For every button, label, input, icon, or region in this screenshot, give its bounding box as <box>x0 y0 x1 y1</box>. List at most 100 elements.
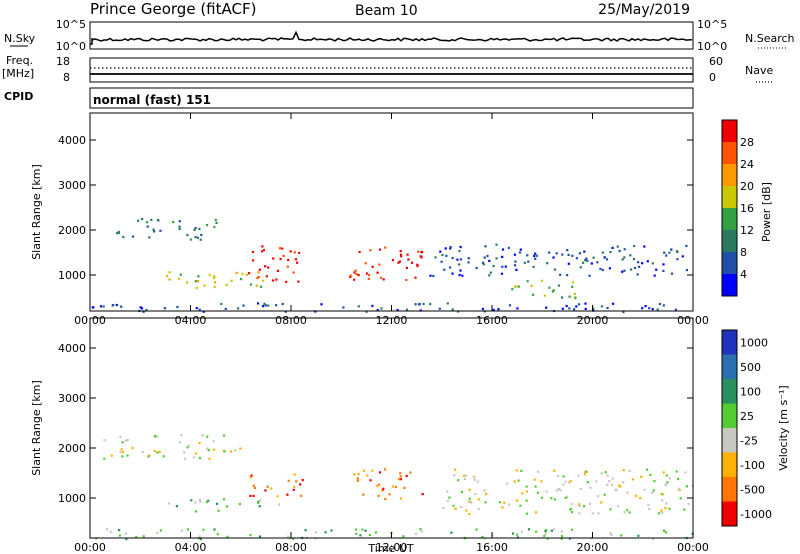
velocity-cell <box>181 529 184 532</box>
velocity-cell <box>477 498 480 501</box>
power-cell <box>264 304 267 307</box>
velocity-cell <box>586 481 589 484</box>
velocity-cell <box>175 505 178 508</box>
power-cell <box>514 260 517 263</box>
velocity-colorbar-tick: 100 <box>740 385 761 398</box>
velocity-cell <box>198 498 201 501</box>
power-cell <box>278 247 281 250</box>
velocity-cell <box>286 493 289 496</box>
velocity-cell <box>521 492 524 495</box>
velocity-cell <box>394 485 398 489</box>
velocity-cell <box>570 502 573 506</box>
velocity-cell <box>660 509 663 512</box>
power-cell <box>241 272 244 275</box>
power-cell <box>641 307 644 310</box>
power-cell <box>623 256 626 259</box>
power-cell <box>287 258 290 262</box>
velocity-cell <box>199 500 202 503</box>
power-cell <box>552 256 555 259</box>
velocity-cell <box>611 477 614 480</box>
velocity-cell <box>156 532 159 535</box>
power-cell <box>655 268 658 271</box>
power-cell <box>342 306 345 309</box>
velocity-cell <box>525 512 529 515</box>
power-cell <box>555 252 558 255</box>
velocity-cell <box>368 533 372 537</box>
velocity-cell <box>198 457 201 460</box>
power-cell <box>275 304 278 307</box>
power-cell <box>263 302 266 305</box>
power-cell <box>194 280 197 283</box>
velocity-cell <box>354 528 357 531</box>
velocity-cell <box>588 502 591 505</box>
velocity-cell <box>179 441 182 444</box>
power-cell <box>481 261 485 264</box>
power-cell <box>446 302 449 305</box>
velocity-cell <box>651 491 654 494</box>
power-cell <box>566 249 569 252</box>
velocity-cell <box>420 530 423 533</box>
power-cell <box>213 275 216 278</box>
velocity-cell <box>361 528 364 531</box>
power-colorbar-tick: 16 <box>740 202 754 215</box>
power-cell <box>458 249 461 253</box>
velocity-cell <box>194 501 197 504</box>
power-cell <box>489 271 492 274</box>
velocity-cell <box>467 500 470 503</box>
power-cell <box>172 220 175 224</box>
velocity-cell <box>668 507 671 510</box>
power-cell <box>382 278 385 281</box>
power-cell <box>526 280 529 283</box>
power-cell <box>532 293 535 296</box>
velocity-cell <box>662 471 665 474</box>
power-cell <box>354 269 357 272</box>
power-cell <box>543 294 546 297</box>
power-cell <box>220 302 223 306</box>
power-cell <box>575 257 578 260</box>
velocity-colorbar-tick: 500 <box>740 361 761 374</box>
velocity-cell <box>668 477 671 480</box>
velocity-cell <box>485 492 488 496</box>
velocity-colorbar-swatch <box>722 428 737 453</box>
velocity-cell <box>474 492 477 495</box>
velocity-cell <box>473 478 476 481</box>
velocity-cell <box>109 530 112 533</box>
velocity-cell <box>520 469 523 472</box>
velocity-cell <box>213 448 216 451</box>
power-cell <box>519 248 522 251</box>
cpid-row: CPID normal (fast) 151 <box>4 87 694 109</box>
power-cell <box>200 233 203 237</box>
velocity-cell <box>300 494 303 497</box>
velocity-colorbar-tick: 1000 <box>740 336 768 349</box>
velocity-cell <box>374 531 377 534</box>
power-cell <box>196 236 199 239</box>
velocity-cell <box>565 495 569 498</box>
power-cell <box>637 261 640 264</box>
power-cell <box>483 256 486 259</box>
velocity-cell <box>663 529 666 532</box>
velocity-cell <box>205 501 209 504</box>
velocity-cell <box>304 529 307 532</box>
velocity-colorbar-label: Velocity [m s⁻¹] <box>777 385 790 470</box>
velocity-colorbar-tick: -25 <box>740 434 758 447</box>
velocity-cell <box>553 528 556 531</box>
power-colorbar-swatch <box>722 230 737 253</box>
velocity-xtick-label: 00:00 <box>74 541 106 554</box>
power-cell <box>685 244 688 247</box>
velocity-cell <box>569 480 572 483</box>
velocity-cell <box>665 531 668 534</box>
velocity-cell <box>533 478 536 481</box>
power-cell <box>368 274 371 277</box>
velocity-cell <box>250 474 253 477</box>
velocity-cell <box>388 493 391 496</box>
velocity-cell <box>162 455 165 458</box>
nsky-tick-bottom: 10^0 <box>56 40 86 53</box>
power-cell <box>391 259 394 262</box>
power-cell <box>434 256 437 259</box>
power-cell <box>259 285 263 288</box>
nave-tick-bottom: 0 <box>709 71 716 84</box>
power-cell <box>592 256 595 259</box>
power-cell <box>579 266 582 269</box>
power-cell <box>546 262 549 265</box>
